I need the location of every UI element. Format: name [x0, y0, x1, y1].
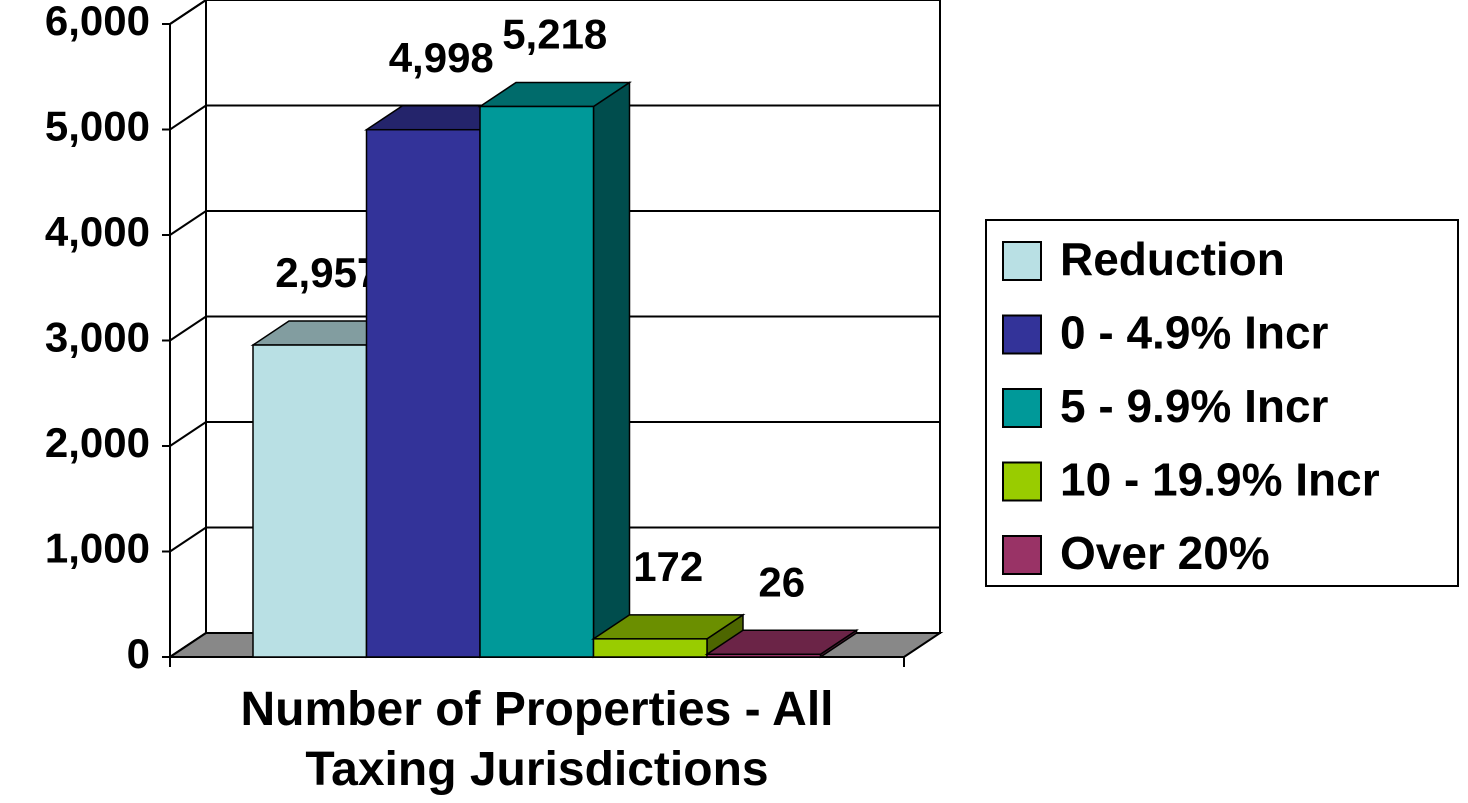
bar	[706, 653, 822, 658]
legend-label: Over 20%	[1060, 527, 1270, 579]
grid-line	[169, 421, 940, 447]
grid-line	[169, 104, 940, 131]
legend-box	[985, 219, 1459, 587]
y-tick-label: 4,000	[45, 208, 150, 255]
bar-side	[592, 81, 631, 659]
legend-label: 5 - 9.9% Incr	[1060, 380, 1329, 432]
data-label: 4,998	[389, 34, 494, 81]
grid-line	[169, 526, 940, 553]
grid-line	[169, 0, 940, 25]
bar	[252, 344, 368, 658]
grid-line	[169, 315, 940, 342]
x-category-label: Number of Properties - All Taxing Jurisd…	[240, 683, 834, 796]
y-tick-label: 3,000	[45, 314, 150, 361]
y-tick-label: 1,000	[45, 525, 150, 572]
legend-label: 0 - 4.9% Incr	[1060, 307, 1329, 359]
legend-swatch	[1002, 388, 1042, 428]
bar	[479, 105, 595, 658]
y-tick-label: 2,000	[45, 419, 150, 466]
y-tick-label: 6,000	[45, 0, 150, 44]
bar	[592, 638, 708, 658]
data-label: 5,218	[502, 11, 607, 58]
bar	[365, 128, 481, 658]
legend-swatch	[1002, 535, 1042, 575]
legend-label: Reduction	[1060, 233, 1285, 285]
y-tick-label: 0	[127, 630, 150, 677]
data-label: 2,957	[275, 249, 380, 296]
legend-label: 10 - 19.9% Incr	[1060, 454, 1380, 506]
data-label: 26	[758, 558, 805, 605]
legend-swatch	[1002, 314, 1042, 355]
legend-swatch	[1002, 461, 1042, 502]
legend-swatch	[1002, 241, 1042, 281]
y-tick-label: 5,000	[45, 103, 150, 150]
data-label: 172	[633, 543, 703, 590]
grid-line	[169, 210, 940, 236]
